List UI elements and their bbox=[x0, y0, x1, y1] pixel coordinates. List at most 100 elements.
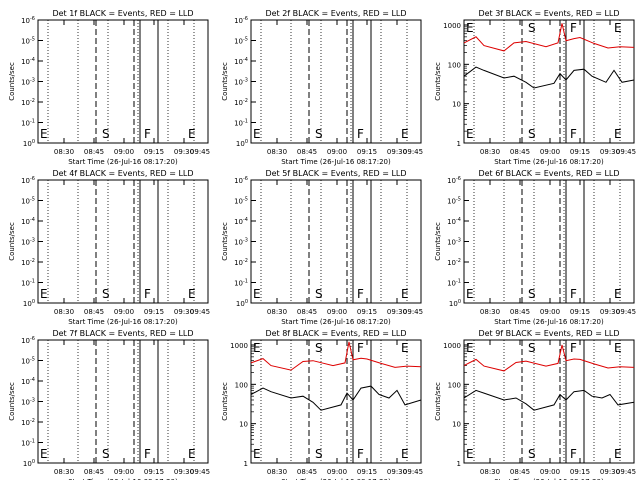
phase-marker-s: S bbox=[102, 287, 110, 301]
panel-title: Det 5f BLACK = Events, RED = LLD bbox=[265, 169, 406, 178]
x-tick-label: 09:30 bbox=[174, 148, 194, 156]
phase-marker-f-top: F bbox=[357, 341, 364, 355]
y-tick-label: 10-3 bbox=[234, 78, 248, 87]
phase-marker-e: E bbox=[401, 127, 409, 141]
x-tick-label: 09:00 bbox=[114, 308, 134, 316]
lld-series-line bbox=[463, 344, 635, 372]
x-tick-label: 09:30 bbox=[600, 308, 620, 316]
y-tick-label: 1000 bbox=[443, 22, 461, 30]
phase-marker-e-top: E bbox=[253, 341, 261, 355]
y-axis-label: Counts/sec bbox=[221, 222, 229, 261]
phase-marker-f-top: F bbox=[570, 21, 577, 35]
panel-title: Det 1f BLACK = Events, RED = LLD bbox=[52, 9, 193, 18]
x-tick-label: 09:00 bbox=[540, 308, 560, 316]
x-tick-label: 09:30 bbox=[600, 468, 620, 476]
y-tick-label: 10-3 bbox=[21, 238, 35, 247]
panel-det-5: Det 5f BLACK = Events, RED = LLD 100 10-1 1… bbox=[221, 169, 423, 326]
y-tick-label: 10-5 bbox=[234, 37, 248, 46]
y-tick-label: 10-3 bbox=[234, 238, 248, 247]
y-axis-label: Counts/sec bbox=[434, 222, 442, 261]
phase-marker-s: S bbox=[315, 127, 323, 141]
phase-marker-f: F bbox=[144, 287, 151, 301]
y-tick-label: 1000 bbox=[443, 342, 461, 350]
y-tick-label: 10-6 bbox=[21, 176, 35, 185]
lld-series-line bbox=[463, 23, 635, 52]
plot-frame bbox=[463, 339, 635, 464]
x-axis-label: Start Time (26-Jul-16 08:17:20) bbox=[494, 318, 604, 326]
y-tick-label: 10-5 bbox=[21, 37, 35, 46]
x-tick-label: 08:45 bbox=[84, 308, 104, 316]
y-tick-label: 10-2 bbox=[447, 258, 461, 267]
phase-marker-e-top: E bbox=[466, 21, 474, 35]
y-axis-label: Counts/sec bbox=[8, 382, 16, 421]
y-tick-label: 10-1 bbox=[234, 119, 248, 128]
x-tick-label: 08:30 bbox=[54, 308, 74, 316]
x-tick-label: 08:30 bbox=[480, 468, 500, 476]
x-tick-label: 09:45 bbox=[616, 148, 636, 156]
plot-frame bbox=[37, 19, 209, 144]
phase-marker-f: F bbox=[570, 447, 577, 461]
y-tick-label: 10-4 bbox=[234, 217, 248, 226]
panel-title: Det 2f BLACK = Events, RED = LLD bbox=[265, 9, 406, 18]
phase-marker-s-top: S bbox=[528, 341, 536, 355]
x-tick-label: 08:45 bbox=[297, 308, 317, 316]
x-tick-label: 08:45 bbox=[84, 468, 104, 476]
phase-marker-e2-top: E bbox=[614, 21, 622, 35]
y-tick-label: 10-5 bbox=[21, 197, 35, 206]
x-tick-label: 09:45 bbox=[190, 468, 210, 476]
y-tick-label: 10-2 bbox=[234, 258, 248, 267]
x-tick-label: 09:00 bbox=[114, 468, 134, 476]
plot-frame bbox=[250, 339, 422, 464]
y-tick-label: 10-1 bbox=[447, 279, 461, 288]
y-axis-label: Counts/sec bbox=[434, 62, 442, 101]
y-tick-label: 10-6 bbox=[21, 16, 35, 25]
x-tick-label: 09:45 bbox=[616, 468, 636, 476]
phase-marker-f: F bbox=[357, 447, 364, 461]
x-tick-label: 08:30 bbox=[267, 468, 287, 476]
phase-marker-e2-top: E bbox=[614, 341, 622, 355]
x-tick-label: 08:45 bbox=[297, 148, 317, 156]
x-tick-label: 09:30 bbox=[174, 308, 194, 316]
y-tick-label: 10-2 bbox=[21, 418, 35, 427]
y-tick-label: 100 bbox=[235, 381, 248, 389]
y-axis-label: Counts/sec bbox=[221, 382, 229, 421]
x-tick-label: 09:00 bbox=[327, 308, 347, 316]
y-tick-label: 100 bbox=[23, 459, 35, 468]
y-tick-label: 100 bbox=[236, 299, 248, 308]
y-tick-label: 10-4 bbox=[21, 57, 35, 66]
x-axis-label: Start Time (26-Jul-16 08:17:20) bbox=[281, 158, 391, 166]
panel-det-7: Det 7f BLACK = Events, RED = LLD 100 10-1 1… bbox=[8, 329, 210, 480]
x-tick-label: 09:45 bbox=[190, 148, 210, 156]
panel-det-6: Det 6f BLACK = Events, RED = LLD 100 10-1 1… bbox=[434, 169, 636, 326]
x-axis-label: Start Time (26-Jul-16 08:17:20) bbox=[281, 318, 391, 326]
x-tick-label: 09:30 bbox=[387, 308, 407, 316]
y-tick-label: 10-1 bbox=[21, 119, 35, 128]
y-axis-label: Counts/sec bbox=[8, 62, 16, 101]
y-tick-label: 10-3 bbox=[447, 238, 461, 247]
phase-marker-s: S bbox=[102, 127, 110, 141]
phase-marker-e: E bbox=[614, 447, 622, 461]
x-tick-label: 08:30 bbox=[267, 148, 287, 156]
phase-marker-s: S bbox=[315, 447, 323, 461]
plot-frame bbox=[37, 179, 209, 304]
y-tick-label: 10-4 bbox=[21, 217, 35, 226]
y-tick-label: 100 bbox=[448, 61, 461, 69]
phase-marker-f: F bbox=[570, 287, 577, 301]
y-tick-label: 10-4 bbox=[234, 57, 248, 66]
x-tick-label: 09:45 bbox=[403, 308, 423, 316]
y-tick-label: 10-4 bbox=[447, 217, 461, 226]
x-tick-label: 09:15 bbox=[144, 468, 164, 476]
y-tick-label: 1 bbox=[457, 460, 461, 468]
x-axis-label: Start Time (26-Jul-16 08:17:20) bbox=[68, 478, 178, 480]
y-tick-label: 10-6 bbox=[447, 176, 461, 185]
x-tick-label: 09:15 bbox=[357, 468, 377, 476]
y-tick-label: 10-6 bbox=[234, 16, 248, 25]
x-axis-label: Start Time (26-Jul-16 08:17:20) bbox=[68, 318, 178, 326]
phase-marker-e: E bbox=[40, 127, 48, 141]
panel-title: Det 9f BLACK = Events, RED = LLD bbox=[478, 329, 619, 338]
phase-marker-s-top: S bbox=[528, 21, 536, 35]
x-tick-label: 08:30 bbox=[54, 468, 74, 476]
phase-marker-e: E bbox=[466, 287, 474, 301]
x-tick-label: 08:45 bbox=[510, 148, 530, 156]
x-tick-label: 08:30 bbox=[54, 148, 74, 156]
